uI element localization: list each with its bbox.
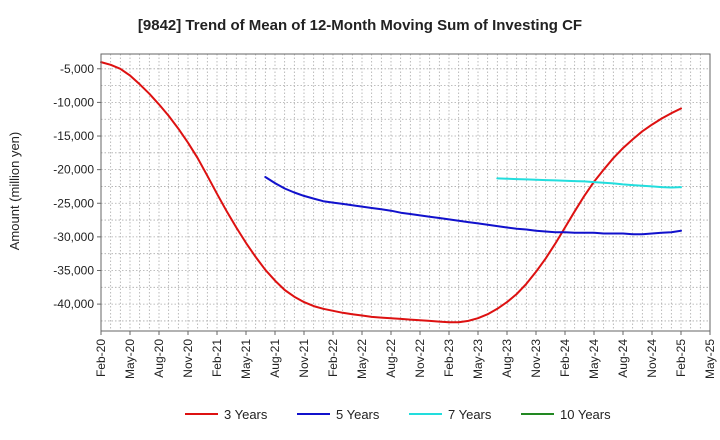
x-tick-label: May-23 bbox=[471, 339, 485, 379]
series-line-3-years bbox=[100, 61, 682, 324]
x-tick-label: Feb-23 bbox=[442, 339, 456, 377]
x-tick-label: May-20 bbox=[123, 339, 137, 379]
y-tick-label: -30,000 bbox=[53, 230, 94, 244]
x-tick-label: Feb-21 bbox=[210, 339, 224, 377]
y-axis-ticks: -5,000 -10,000 -15,000 -20,000 -25,000 -30,00… bbox=[53, 62, 101, 311]
y-axis-label: Amount (million yen) bbox=[7, 132, 22, 251]
x-tick-label: Aug-20 bbox=[152, 339, 166, 378]
series-lines bbox=[100, 61, 682, 324]
x-tick-label: Feb-22 bbox=[326, 339, 340, 377]
x-tick-label: Nov-24 bbox=[645, 339, 659, 378]
legend-label-5-years: 5 Years bbox=[336, 407, 380, 422]
x-tick-label: May-21 bbox=[239, 339, 253, 379]
y-tick-label: -25,000 bbox=[53, 196, 94, 210]
y-tick-label: -15,000 bbox=[53, 129, 94, 143]
series-line-7-years bbox=[496, 177, 682, 189]
chart-title: [9842] Trend of Mean of 12-Month Moving … bbox=[138, 17, 582, 34]
grid bbox=[101, 54, 710, 331]
legend: 3 Years 5 Years 7 Years 10 Years bbox=[185, 407, 611, 422]
x-tick-label: Aug-22 bbox=[384, 339, 398, 378]
legend-label-7-years: 7 Years bbox=[448, 407, 492, 422]
y-tick-label: -35,000 bbox=[53, 263, 94, 277]
plot-frame bbox=[100, 53, 711, 332]
x-tick-label: Aug-24 bbox=[616, 339, 630, 378]
series-line-5-years bbox=[264, 176, 682, 236]
x-tick-label: May-24 bbox=[587, 339, 601, 379]
x-tick-label: Nov-23 bbox=[529, 339, 543, 378]
legend-label-10-years: 10 Years bbox=[560, 407, 611, 422]
x-tick-label: Feb-25 bbox=[674, 339, 688, 377]
x-tick-label: Feb-24 bbox=[558, 339, 572, 377]
x-tick-label: Nov-20 bbox=[181, 339, 195, 378]
x-axis-ticks: Feb-20 May-20 Aug-20 Nov-20 Feb-21 May-21 Aug-… bbox=[94, 331, 717, 379]
y-tick-label: -40,000 bbox=[53, 297, 94, 311]
x-tick-label: Aug-23 bbox=[500, 339, 514, 378]
y-tick-label: -10,000 bbox=[53, 95, 94, 109]
x-tick-label: Feb-20 bbox=[94, 339, 108, 377]
y-tick-label: -20,000 bbox=[53, 163, 94, 177]
x-tick-label: May-22 bbox=[355, 339, 369, 379]
x-tick-label: Nov-21 bbox=[297, 339, 311, 378]
x-tick-label: May-25 bbox=[703, 339, 717, 379]
y-tick-label: -5,000 bbox=[60, 62, 94, 76]
x-tick-label: Nov-22 bbox=[413, 339, 427, 378]
legend-label-3-years: 3 Years bbox=[224, 407, 268, 422]
x-tick-label: Aug-21 bbox=[268, 339, 282, 378]
